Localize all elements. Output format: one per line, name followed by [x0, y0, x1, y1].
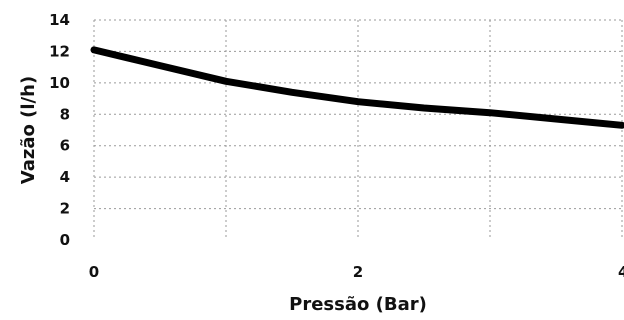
y-tick-label-0: 0 — [60, 231, 70, 249]
y-tick-label-8: 8 — [60, 105, 70, 123]
y-tick-label-4: 4 — [60, 168, 70, 186]
x-tick-label-2: 2 — [353, 263, 363, 281]
y-tick-label-10: 10 — [49, 74, 70, 92]
x-tick-label-4: 4 — [618, 263, 624, 281]
x-tick-label-0: 0 — [89, 263, 99, 281]
y-tick-label-14: 14 — [49, 11, 70, 29]
x-axis-title: Pressão (Bar) — [289, 294, 427, 315]
series-line-0 — [90, 46, 624, 129]
y-axis-ticks: 0 2 4 6 8 10 12 14 — [49, 11, 70, 249]
y-tick-label-12: 12 — [49, 42, 70, 60]
y-axis-title: Vazão (l/h) — [18, 76, 39, 184]
y-tick-label-6: 6 — [60, 137, 70, 155]
y-tick-label-2: 2 — [60, 200, 70, 218]
x-axis-ticks: 0 2 4 — [89, 263, 624, 281]
series-group — [90, 46, 624, 129]
grid — [93, 19, 623, 240]
